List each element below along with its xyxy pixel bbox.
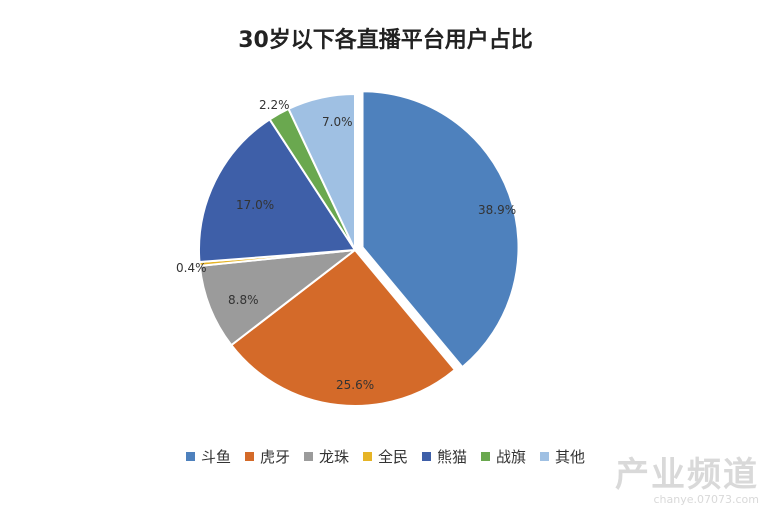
legend-label: 其他 bbox=[555, 448, 586, 466]
legend-swatch bbox=[244, 452, 254, 461]
legend-label: 龙珠 bbox=[318, 448, 349, 466]
data-label-战旗: 2.2% bbox=[259, 98, 290, 112]
legend-label: 全民 bbox=[377, 448, 408, 466]
legend-swatch bbox=[422, 452, 431, 461]
pie-slice-熊猫 bbox=[198, 118, 357, 264]
legend: 斗鱼 虎牙 龙珠 全民 熊猫 战旗 其他 bbox=[0, 446, 771, 467]
legend-item-其他: 其他 bbox=[540, 446, 585, 467]
legend-item-全民: 全民 bbox=[362, 446, 408, 467]
watermark: 产业频道 chanye.07073.com bbox=[615, 458, 759, 505]
data-label-全民: 0.4% bbox=[176, 261, 207, 275]
watermark-main: 产业频道 bbox=[615, 455, 759, 495]
data-label-斗鱼: 38.9% bbox=[478, 203, 516, 217]
data-label-熊猫: 17.0% bbox=[236, 198, 274, 212]
pie-slice-虎牙 bbox=[229, 248, 457, 407]
legend-label: 熊猫 bbox=[437, 448, 468, 466]
legend-swatch bbox=[481, 452, 491, 461]
pie-slice-斗鱼 bbox=[361, 90, 520, 369]
chart-title: 30岁以下各直播平台用户占比 bbox=[238, 28, 533, 53]
legend-item-熊猫: 熊猫 bbox=[422, 446, 467, 467]
watermark-sub: chanye.07073.com bbox=[653, 493, 760, 506]
legend-swatch bbox=[185, 452, 195, 461]
data-label-龙珠: 8.8% bbox=[228, 293, 259, 307]
legend-swatch bbox=[540, 452, 550, 461]
legend-item-虎牙: 虎牙 bbox=[244, 446, 290, 467]
pie-slice-其他 bbox=[287, 92, 356, 251]
legend-label: 斗鱼 bbox=[200, 448, 231, 466]
legend-swatch bbox=[303, 452, 313, 461]
legend-label: 虎牙 bbox=[259, 448, 290, 466]
legend-swatch bbox=[362, 452, 372, 461]
legend-item-斗鱼: 斗鱼 bbox=[185, 446, 231, 467]
legend-item-战旗: 战旗 bbox=[481, 446, 526, 467]
legend-label: 战旗 bbox=[496, 448, 527, 466]
data-label-其他: 7.0% bbox=[322, 115, 353, 129]
pie-slice-龙珠 bbox=[198, 248, 359, 347]
data-label-虎牙: 25.6% bbox=[336, 378, 374, 392]
pie-chart: 38.9% 25.6% 8.8% 0.4% 17.0% 2.2% 7.0% bbox=[176, 90, 520, 407]
legend-item-龙珠: 龙珠 bbox=[303, 446, 349, 467]
